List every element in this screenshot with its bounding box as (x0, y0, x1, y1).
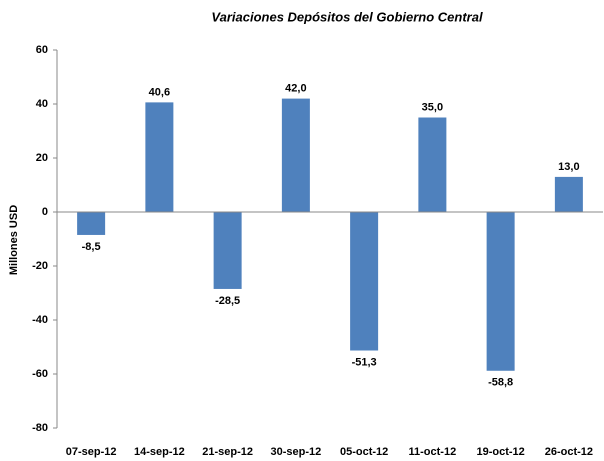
value-label: 40,6 (149, 86, 170, 98)
y-tick-label: 60 (36, 44, 48, 56)
bar (418, 117, 447, 212)
y-tick-label: -80 (32, 422, 48, 434)
y-tick-label: 40 (36, 98, 48, 110)
x-tick-label: 21-sep-12 (202, 446, 253, 458)
bar (486, 212, 515, 371)
chart-title: Variaciones Depósitos del Gobierno Centr… (211, 9, 483, 24)
bar (554, 176, 583, 212)
x-tick-label: 14-sep-12 (134, 446, 185, 458)
value-label: 13,0 (558, 161, 579, 173)
bar (145, 102, 174, 212)
x-tick-label: 05-oct-12 (340, 446, 388, 458)
y-tick-label: -20 (32, 260, 48, 272)
value-label: 42,0 (285, 83, 306, 95)
x-tick-label: 26-oct-12 (545, 446, 593, 458)
bar (350, 212, 379, 351)
value-label: -58,8 (488, 377, 513, 389)
y-tick-label: 20 (36, 152, 48, 164)
bar (213, 212, 242, 289)
y-tick-label: 0 (42, 206, 48, 218)
value-label: -51,3 (352, 356, 377, 368)
value-label: -28,5 (215, 295, 240, 307)
y-tick-label: -40 (32, 314, 48, 326)
x-tick-label: 19-oct-12 (476, 446, 524, 458)
y-axis-label: Millones USD (8, 205, 20, 275)
x-tick-label: 30-sep-12 (270, 446, 321, 458)
bar (281, 98, 310, 212)
x-tick-label: 07-sep-12 (66, 446, 117, 458)
value-label: -8,5 (82, 241, 101, 253)
x-tick-label: 11-oct-12 (409, 446, 457, 458)
value-label: 35,0 (422, 101, 443, 113)
y-tick-label: -60 (32, 368, 48, 380)
bar (77, 212, 106, 235)
